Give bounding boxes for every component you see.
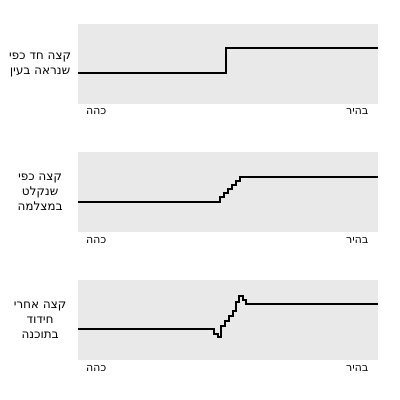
label-line: חידוד bbox=[26, 312, 54, 326]
edge-line bbox=[78, 176, 378, 203]
label-line: קצה אחרי bbox=[13, 297, 67, 311]
dark-label: כהה bbox=[86, 233, 107, 246]
dark-label: כהה bbox=[86, 361, 107, 374]
label-line: שנקלט bbox=[21, 184, 59, 198]
bright-label: בהיר bbox=[346, 233, 369, 246]
side-label: קצה חד כפי שנראה בעין bbox=[4, 48, 76, 78]
label-line: קצה כפי bbox=[18, 169, 62, 183]
side-label: קצה כפי שנקלט במצלמה bbox=[4, 169, 76, 214]
label-line: במצלמה bbox=[17, 199, 63, 213]
edge-line bbox=[78, 295, 378, 338]
label-line: קצה חד כפי bbox=[8, 48, 71, 62]
edge-line bbox=[78, 47, 378, 74]
bright-label: בהיר bbox=[346, 361, 369, 374]
side-label: קצה אחרי חידוד בתוכנה bbox=[4, 297, 76, 342]
dark-label: כהה bbox=[86, 104, 107, 117]
panel-background bbox=[78, 24, 378, 104]
label-line: שנראה בעין bbox=[9, 63, 71, 77]
bright-label: בהיר bbox=[346, 104, 369, 117]
label-line: בתוכנה bbox=[21, 327, 59, 341]
